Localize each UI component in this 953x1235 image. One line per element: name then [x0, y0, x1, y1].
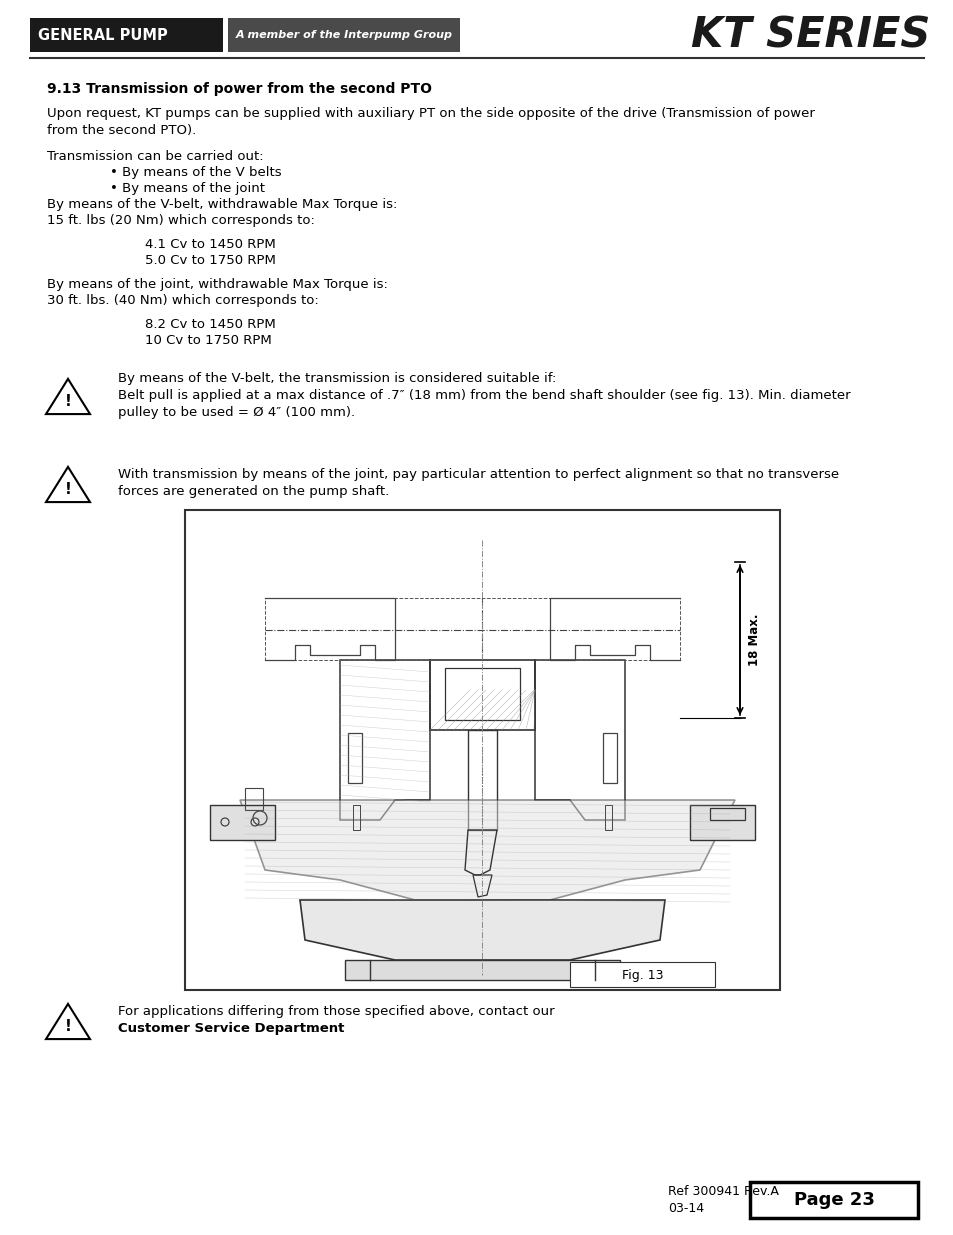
Bar [689, 805, 754, 840]
Bar [348, 734, 361, 783]
Text: Belt pull is applied at a max distance of .7″ (18 mm) from the bend shaft should: Belt pull is applied at a max distance o… [118, 389, 850, 403]
Text: • By means of the joint: • By means of the joint [110, 182, 265, 195]
Bar [709, 808, 744, 820]
Text: GENERAL PUMP: GENERAL PUMP [38, 27, 168, 42]
Text: By means of the joint, withdrawable Max Torque is:: By means of the joint, withdrawable Max … [47, 278, 388, 291]
Bar [430, 659, 535, 730]
Text: 9.13 Transmission of power from the second PTO: 9.13 Transmission of power from the seco… [47, 82, 432, 96]
Bar [468, 730, 497, 830]
Text: 30 ft. lbs. (40 Nm) which corresponds to:: 30 ft. lbs. (40 Nm) which corresponds to… [47, 294, 318, 308]
Polygon shape [240, 800, 734, 900]
Bar [353, 805, 359, 830]
Bar [185, 510, 780, 990]
Text: 5.0 Cv to 1750 RPM: 5.0 Cv to 1750 RPM [145, 254, 275, 267]
Text: By means of the V-belt, the transmission is considered suitable if:: By means of the V-belt, the transmission… [118, 372, 556, 385]
Text: Transmission can be carried out:: Transmission can be carried out: [47, 149, 263, 163]
Text: 8.2 Cv to 1450 RPM: 8.2 Cv to 1450 RPM [145, 317, 275, 331]
Bar [245, 788, 263, 810]
Bar [602, 734, 617, 783]
Text: from the second PTO).: from the second PTO). [47, 124, 196, 137]
Text: 10 Cv to 1750 RPM: 10 Cv to 1750 RPM [145, 333, 272, 347]
Bar [444, 668, 519, 720]
Bar [569, 962, 714, 987]
Text: .: . [313, 1023, 316, 1035]
Text: For applications differing from those specified above, contact our: For applications differing from those sp… [118, 1005, 558, 1018]
Text: 03-14: 03-14 [667, 1202, 703, 1215]
Polygon shape [299, 900, 664, 960]
Text: Upon request, KT pumps can be supplied with auxiliary PT on the side opposite of: Upon request, KT pumps can be supplied w… [47, 107, 814, 120]
Text: 18 Max.: 18 Max. [747, 614, 760, 666]
Bar [187, 513, 778, 988]
Text: !: ! [65, 394, 71, 409]
Text: Fig. 13: Fig. 13 [621, 968, 663, 982]
Bar [228, 19, 459, 52]
Bar [604, 805, 612, 830]
Text: Customer Service Department: Customer Service Department [118, 1023, 344, 1035]
Text: With transmission by means of the joint, pay particular attention to perfect ali: With transmission by means of the joint,… [118, 468, 839, 480]
Text: pulley to be used = Ø 4″ (100 mm).: pulley to be used = Ø 4″ (100 mm). [118, 406, 355, 419]
Text: • By means of the V belts: • By means of the V belts [110, 165, 281, 179]
Text: 4.1 Cv to 1450 RPM: 4.1 Cv to 1450 RPM [145, 238, 275, 251]
Bar [210, 805, 274, 840]
Text: !: ! [65, 1019, 71, 1034]
Text: By means of the V-belt, withdrawable Max Torque is:: By means of the V-belt, withdrawable Max… [47, 198, 397, 211]
Bar [30, 19, 223, 52]
Text: KT SERIES: KT SERIES [690, 14, 929, 56]
Text: Page 23: Page 23 [793, 1191, 874, 1209]
Text: Ref 300941 Rev.A: Ref 300941 Rev.A [667, 1186, 778, 1198]
Text: 15 ft. lbs (20 Nm) which corresponds to:: 15 ft. lbs (20 Nm) which corresponds to: [47, 214, 314, 227]
Text: !: ! [65, 482, 71, 498]
Bar [345, 960, 619, 981]
Text: forces are generated on the pump shaft.: forces are generated on the pump shaft. [118, 485, 389, 498]
Bar [749, 1182, 917, 1218]
Text: A member of the Interpump Group: A member of the Interpump Group [235, 30, 453, 40]
